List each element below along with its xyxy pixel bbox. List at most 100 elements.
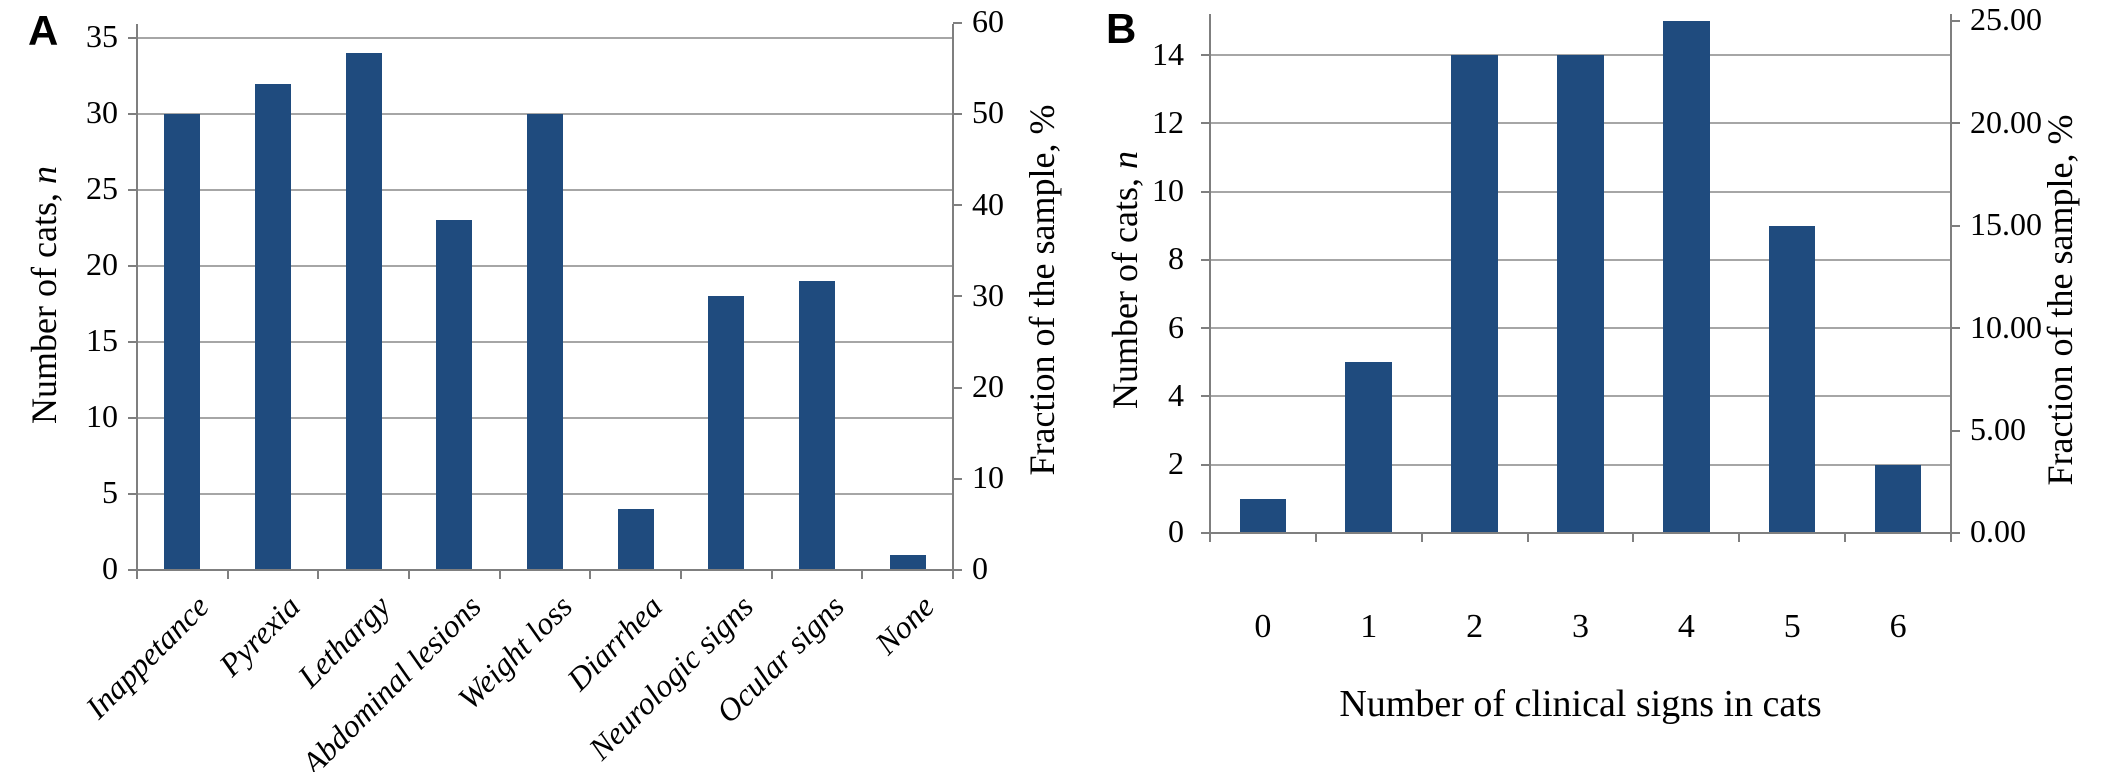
- panel-b-label: B: [1106, 5, 1137, 52]
- x-tick-9: [952, 570, 954, 579]
- right-tick-50: [953, 113, 962, 115]
- right-tick-label-0: 0: [972, 550, 988, 587]
- left-tick-5: [128, 493, 137, 495]
- x-tick-3: [1526, 533, 1529, 542]
- bar-inappetance: [164, 114, 201, 570]
- left-tick-label-12: 12: [1152, 103, 1184, 140]
- left-tick-label-10: 10: [1152, 172, 1184, 209]
- left-tick-label-2: 2: [1168, 445, 1184, 482]
- left-axis-title: Number of cats, n: [1104, 151, 1146, 409]
- left-tick-2: [1201, 463, 1210, 466]
- left-tick-label-8: 8: [1168, 240, 1184, 277]
- right-tick-label-15: 15.00: [1970, 206, 2042, 243]
- left-tick-label-25: 25: [86, 170, 118, 207]
- x-category-label-3: 3: [1572, 608, 1589, 645]
- bar-pyrexia: [254, 83, 292, 570]
- right-tick-20: [1951, 122, 1960, 125]
- left-y-axis-line: [1209, 14, 1211, 533]
- left-tick-0: [128, 569, 137, 571]
- bar-3: [1557, 55, 1604, 533]
- left-tick-label-30: 30: [86, 94, 118, 131]
- bar-6: [1874, 464, 1922, 533]
- right-tick-25: [1951, 20, 1960, 22]
- x-tick-5: [589, 570, 592, 579]
- right-tick-5: [1951, 429, 1960, 432]
- right-tick-label-25: 25.00: [1970, 1, 2042, 38]
- left-tick-label-0: 0: [102, 550, 118, 587]
- right-axis-title: Fraction of the sample, %: [2040, 114, 2080, 486]
- left-tick-10: [1201, 190, 1210, 193]
- right-tick-label-40: 40: [972, 185, 1004, 222]
- x-tick-1: [1314, 533, 1317, 542]
- right-tick-label-0: 0.00: [1970, 513, 2026, 550]
- right-tick-15: [1951, 224, 1960, 227]
- bar-4: [1663, 21, 1710, 533]
- x-axis-title: Number of clinical signs in cats: [1339, 683, 1822, 725]
- right-tick-20: [953, 386, 962, 389]
- right-tick-10: [953, 477, 962, 480]
- x-tick-4: [498, 570, 501, 579]
- gridline-35: [137, 37, 953, 39]
- bar-2: [1451, 55, 1498, 533]
- right-tick-60: [953, 21, 962, 24]
- right-y-axis-line: [1950, 14, 1952, 533]
- x-tick-6: [680, 570, 682, 579]
- left-tick-label-5: 5: [102, 474, 118, 511]
- x-category-label-1: 1: [1360, 608, 1378, 645]
- bar-ocular-signs: [798, 281, 836, 570]
- x-tick-7: [1950, 533, 1952, 542]
- left-tick-6: [1201, 327, 1210, 330]
- x-tick-1: [226, 570, 229, 579]
- right-tick-label-5: 5.00: [1970, 411, 2026, 448]
- left-tick-label-20: 20: [86, 246, 118, 283]
- bar-5: [1768, 225, 1816, 533]
- right-tick-40: [953, 204, 962, 207]
- x-axis-line: [128, 569, 962, 571]
- left-y-axis-line: [136, 24, 138, 570]
- right-tick-10: [1951, 327, 1960, 330]
- x-tick-5: [1738, 533, 1741, 542]
- left-tick-4: [1201, 395, 1210, 398]
- panel-a-label: A: [28, 7, 59, 54]
- left-tick-14: [1201, 54, 1210, 57]
- right-tick-label-50: 50: [972, 94, 1004, 131]
- bar-0: [1239, 498, 1287, 533]
- right-tick-label-30: 30: [972, 276, 1004, 313]
- right-tick-label-10: 10.00: [1970, 308, 2042, 345]
- x-tick-8: [861, 570, 864, 579]
- bar-lethargy: [345, 53, 382, 570]
- left-tick-30: [128, 113, 137, 115]
- right-tick-0: [953, 569, 962, 571]
- x-category-label-6: 6: [1889, 608, 1907, 645]
- left-tick-35: [128, 37, 137, 39]
- right-tick-label-20: 20.00: [1970, 103, 2042, 140]
- x-category-label-5: 5: [1783, 608, 1801, 645]
- bar-none: [889, 554, 926, 570]
- left-tick-12: [1201, 122, 1210, 125]
- x-tick-3: [408, 570, 410, 579]
- left-axis-title-italic-n: n: [1105, 151, 1145, 170]
- right-tick-30: [953, 295, 962, 298]
- x-tick-0: [1209, 533, 1211, 542]
- left-axis-title-text: Number of cats,: [1105, 169, 1145, 409]
- left-tick-label-6: 6: [1168, 308, 1184, 345]
- x-tick-0: [136, 570, 138, 579]
- x-tick-6: [1844, 533, 1847, 542]
- bar-neurologic-signs: [708, 296, 745, 570]
- left-tick-label-0: 0: [1168, 513, 1184, 550]
- left-tick-label-14: 14: [1152, 35, 1184, 72]
- x-tick-2: [1420, 533, 1423, 542]
- left-tick-10: [128, 417, 137, 419]
- x-axis-line: [1201, 532, 1960, 534]
- bar-1: [1345, 362, 1393, 533]
- left-tick-label-4: 4: [1168, 376, 1184, 413]
- right-tick-0: [1951, 532, 1960, 534]
- x-category-label-2: 2: [1466, 608, 1484, 645]
- left-tick-25: [128, 189, 137, 191]
- right-tick-label-10: 10: [972, 459, 1004, 496]
- left-tick-8: [1201, 258, 1210, 261]
- left-tick-20: [128, 265, 137, 267]
